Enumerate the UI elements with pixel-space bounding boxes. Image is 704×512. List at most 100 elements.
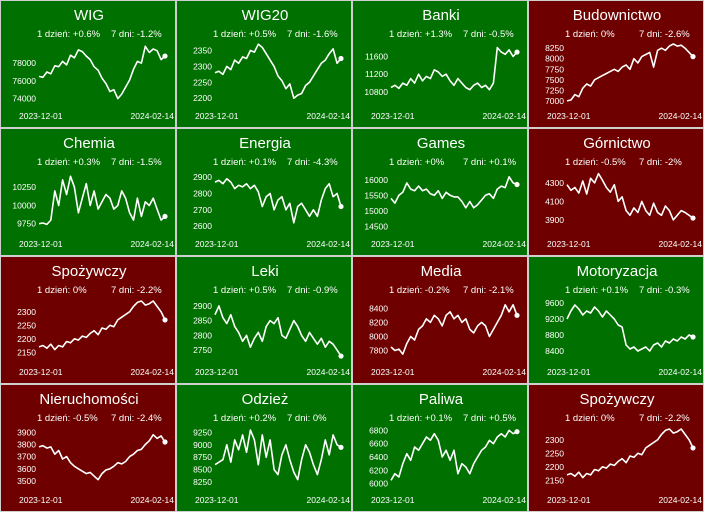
y-tick-label: 2150 [17, 347, 36, 357]
y-tick-label: 8250 [193, 477, 212, 487]
chart-title: Media [421, 263, 463, 280]
end-date-label: 2024-02-14 [307, 239, 351, 249]
day-change-label: 1 dzień: 0% [37, 285, 87, 296]
y-tick-label: 8000 [545, 54, 564, 64]
chart-panel[interactable]: Budownictwo 1 dzień: 0% 7 dni: -2.6% 7000 72… [528, 0, 704, 128]
end-date-label: 2024-02-14 [131, 239, 175, 249]
chart-title: Motoryzacja [577, 263, 659, 280]
day-change-label: 1 dzień: 0% [565, 413, 615, 424]
price-line [38, 300, 166, 351]
last-value-dot [514, 49, 520, 55]
chart-svg: Leki 1 dzień: +0.5% 7 dni: -0.9% 2750 2800 28… [193, 263, 350, 377]
chart-title: WIG20 [242, 7, 289, 24]
y-tick-label: 4100 [545, 196, 564, 206]
y-tick-label: 8000 [369, 331, 388, 341]
start-date-label: 2023-12-01 [19, 111, 63, 121]
y-tick-label: 2900 [193, 172, 212, 182]
week-change-label: 7 dni: -0.5% [463, 29, 514, 40]
last-value-dot [514, 429, 520, 435]
price-line [214, 177, 342, 224]
end-date-label: 2024-02-14 [483, 239, 527, 249]
y-tick-label: 9250 [193, 427, 212, 437]
chart-title: Chemia [63, 135, 115, 152]
price-line [214, 305, 342, 357]
end-date-label: 2024-02-14 [131, 495, 175, 505]
price-line [38, 45, 166, 100]
chart-panel[interactable]: Motoryzacja 1 dzień: +0.1% 7 dni: -0.3% 840… [528, 256, 704, 384]
y-tick-label: 2200 [193, 93, 212, 103]
price-line [214, 43, 342, 99]
y-tick-label: 3800 [17, 439, 36, 449]
end-date-label: 2024-02-14 [659, 367, 703, 377]
chart-panel[interactable]: Media 1 dzień: -0.2% 7 dni: -2.1% 7800 8000 8… [352, 256, 528, 384]
start-date-label: 2023-12-01 [19, 367, 63, 377]
chart-panel[interactable]: Spożywczy 1 dzień: 0% 7 dni: -2.2% 2150 2200… [0, 256, 176, 384]
chart-panel[interactable]: WIG 1 dzień: +0.6% 7 dni: -1.2% 74000 76000 7… [0, 0, 176, 128]
y-tick-label: 2900 [193, 301, 212, 311]
y-tick-label: 8400 [369, 303, 388, 313]
y-tick-label: 3600 [17, 464, 36, 474]
start-date-label: 2023-12-01 [547, 367, 591, 377]
y-tick-label: 6600 [369, 439, 388, 449]
chart-svg: WIG 1 dzień: +0.6% 7 dni: -1.2% 74000 76000 7… [12, 7, 174, 121]
chart-panel[interactable]: WIG20 1 dzień: +0.5% 7 dni: -1.6% 2200 2250 2… [176, 0, 352, 128]
y-tick-label: 15500 [364, 190, 388, 200]
end-date-label: 2024-02-14 [307, 111, 351, 121]
week-change-label: 7 dni: +0.1% [463, 157, 517, 168]
start-date-label: 2023-12-01 [195, 239, 239, 249]
week-change-label: 7 dni: -1.5% [111, 157, 162, 168]
week-change-label: 7 dni: -2.4% [111, 413, 162, 424]
start-date-label: 2023-12-01 [547, 495, 591, 505]
start-date-label: 2023-12-01 [19, 239, 63, 249]
last-value-dot [162, 317, 168, 323]
last-value-dot [338, 203, 344, 210]
end-date-label: 2024-02-14 [659, 111, 703, 121]
day-change-label: 1 dzień: +0.1% [565, 285, 629, 296]
chart-svg: Chemia 1 dzień: +0.3% 7 dni: -1.5% 9750 1000… [12, 135, 175, 249]
chart-panel[interactable]: Energia 1 dzień: +0.1% 7 dni: -4.3% 2600 270… [176, 128, 352, 256]
chart-panel[interactable]: Chemia 1 dzień: +0.3% 7 dni: -1.5% 9750 1000… [0, 128, 176, 256]
start-date-label: 2023-12-01 [371, 111, 415, 121]
chart-panel[interactable]: Spożywczy 1 dzień: 0% 7 dni: -2.2% 2150 2200… [528, 384, 704, 512]
chart-panel[interactable]: Górnictwo 1 dzień: -0.5% 7 dni: -2% 3900 410… [528, 128, 704, 256]
chart-svg: WIG20 1 dzień: +0.5% 7 dni: -1.6% 2200 2250 2… [193, 7, 351, 121]
week-change-label: 7 dni: -2% [639, 157, 682, 168]
y-tick-label: 2200 [545, 462, 564, 472]
chart-panel[interactable]: Leki 1 dzień: +0.5% 7 dni: -0.9% 2750 2800 28… [176, 256, 352, 384]
last-value-dot [338, 55, 344, 62]
chart-svg: Media 1 dzień: -0.2% 7 dni: -2.1% 7800 8000 8… [369, 263, 526, 377]
last-value-dot [162, 439, 168, 445]
last-value-dot [690, 445, 696, 451]
week-change-label: 7 dni: -1.2% [111, 29, 162, 40]
chart-panel[interactable]: Games 1 dzień: +0% 7 dni: +0.1% 14500 15000 1… [352, 128, 528, 256]
day-change-label: 1 dzień: +0.3% [37, 157, 101, 168]
day-change-label: 1 dzień: +0.5% [213, 29, 277, 40]
chart-panel[interactable]: Banki 1 dzień: +1.3% 7 dni: -0.5% 10800 1120… [352, 0, 528, 128]
week-change-label: 7 dni: +0.5% [463, 413, 517, 424]
price-line [390, 46, 518, 91]
chart-panel[interactable]: Odzież 1 dzień: +0.2% 7 dni: 0% 8250 8500 875… [176, 384, 352, 512]
y-tick-label: 14500 [364, 221, 388, 231]
chart-svg: Banki 1 dzień: +1.3% 7 dni: -0.5% 10800 1120… [364, 7, 526, 121]
y-tick-label: 11600 [365, 52, 388, 62]
y-tick-label: 8800 [545, 330, 564, 340]
day-change-label: 1 dzień: +0.2% [213, 413, 277, 424]
chart-svg: Górnictwo 1 dzień: -0.5% 7 dni: -2% 3900 410… [545, 135, 702, 249]
week-change-label: 7 dni: -0.3% [639, 285, 690, 296]
price-line [566, 304, 694, 352]
y-tick-label: 2800 [193, 330, 212, 340]
chart-title: Odzież [242, 391, 289, 408]
end-date-label: 2024-02-14 [131, 367, 175, 377]
y-tick-label: 8250 [545, 43, 564, 53]
y-tick-label: 2300 [545, 435, 564, 445]
y-tick-label: 2800 [193, 188, 212, 198]
y-tick-label: 3500 [17, 476, 36, 486]
chart-panel[interactable]: Paliwa 1 dzień: +0.1% 7 dni: +0.5% 6000 6200… [352, 384, 528, 512]
end-date-label: 2024-02-14 [659, 495, 703, 505]
y-tick-label: 10800 [364, 87, 388, 97]
y-tick-label: 8500 [193, 465, 212, 475]
chart-panel[interactable]: Nieruchomości 1 dzień: -0.5% 7 dni: -2.4% 3… [0, 384, 176, 512]
start-date-label: 2023-12-01 [371, 495, 415, 505]
start-date-label: 2023-12-01 [195, 111, 239, 121]
